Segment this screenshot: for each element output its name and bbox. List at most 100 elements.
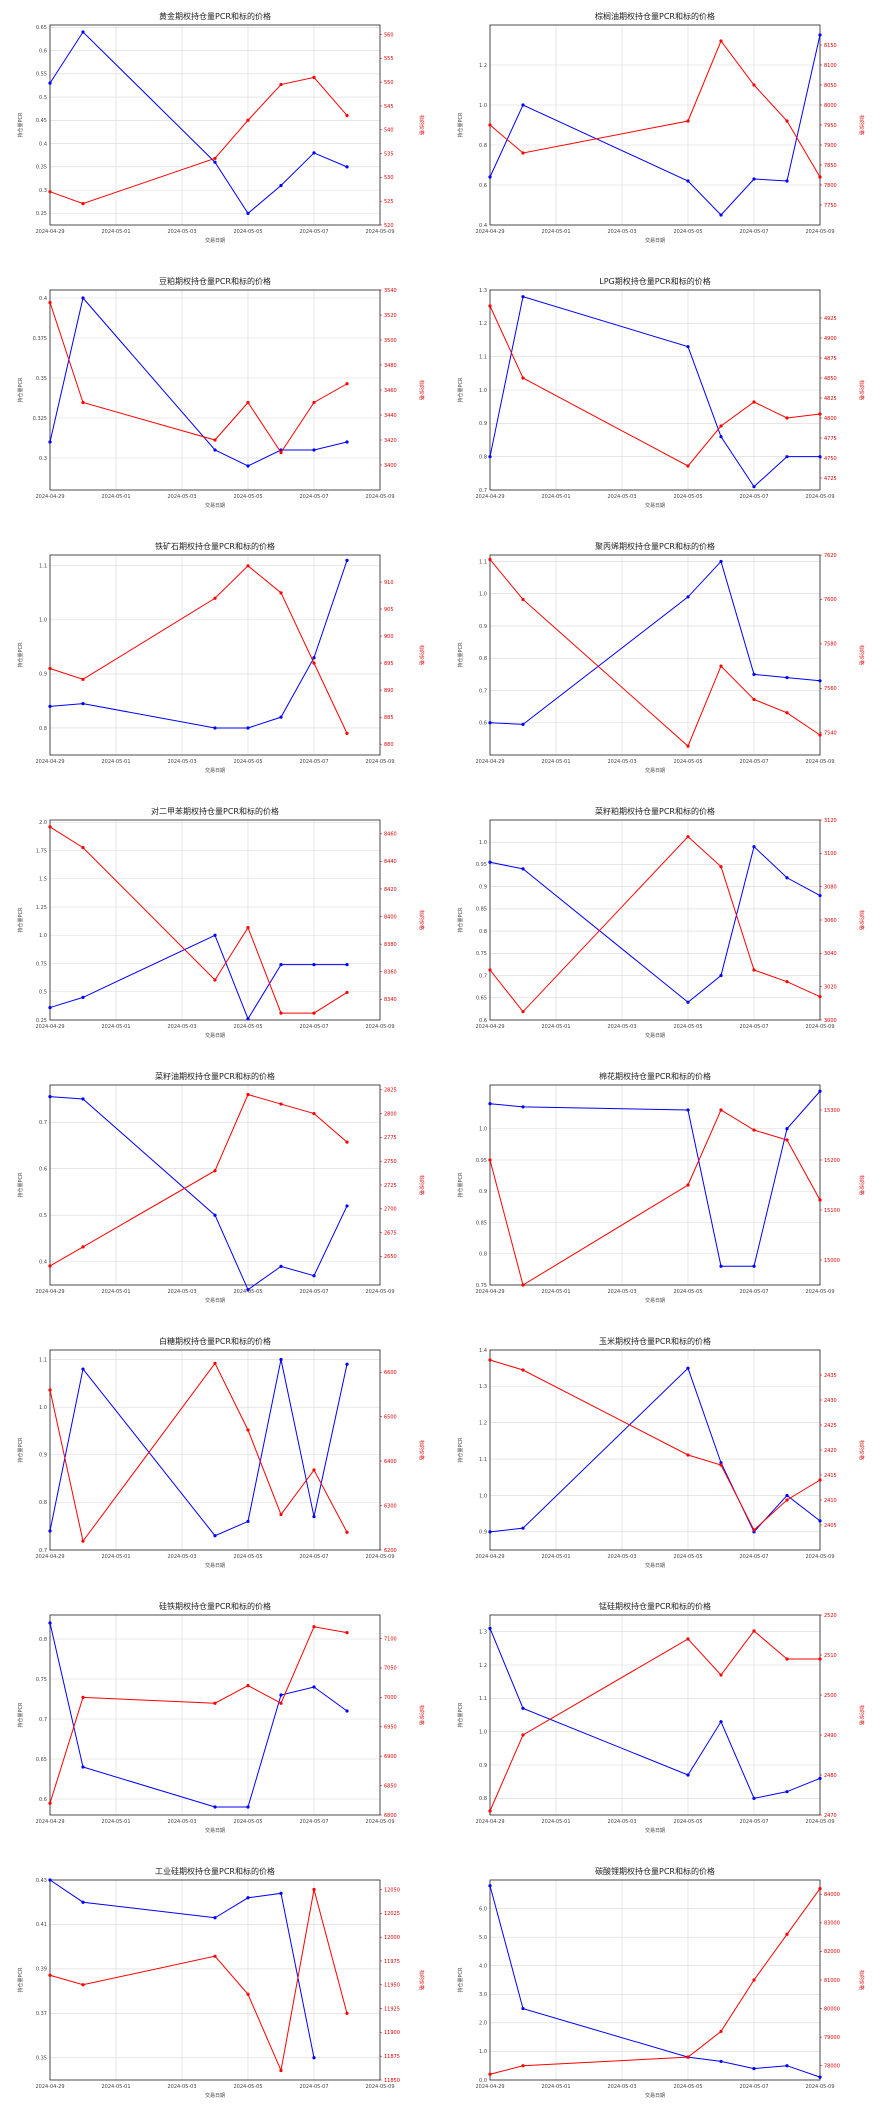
x-tick-label: 2024-05-01 <box>101 1289 130 1295</box>
x-tick-label: 2024-05-09 <box>805 229 834 235</box>
price-line <box>49 565 348 734</box>
chart-svg: 2024-04-29 2024-05-01 2024-05-03 2024-05-05… <box>457 1071 865 1304</box>
y2-tick-label: 2825 <box>384 1088 397 1094</box>
y2-tick-label: 3060 <box>824 918 837 924</box>
y-tick-label: 0.6 <box>479 183 487 189</box>
price-point <box>81 1539 85 1543</box>
y-tick-label: 1.0 <box>479 2049 487 2055</box>
pcr-point <box>213 1916 217 1920</box>
x-tick-label: 2024-04-29 <box>35 494 64 500</box>
y-tick-label: 0.55 <box>36 72 47 78</box>
y2-tick-label: 3480 <box>384 363 397 369</box>
y-tick-label: 0.325 <box>33 416 47 422</box>
x-tick-label: 2024-04-29 <box>475 229 504 235</box>
y2-tick-label: 2415 <box>824 1473 837 1479</box>
pcr-point <box>818 1519 822 1523</box>
y-axis-label: 持仓量PCR <box>457 907 464 933</box>
price-point <box>521 1733 525 1737</box>
y2-tick-label: 7100 <box>384 1636 397 1642</box>
x-tick-label: 2024-04-29 <box>475 1819 504 1825</box>
y2-tick-label: 11875 <box>384 2054 400 2060</box>
y2-tick-label: 2480 <box>824 1773 837 1779</box>
pcr-point <box>312 963 316 967</box>
chart-panel: 2024-04-29 2024-05-01 2024-05-03 2024-05-05… <box>450 535 880 785</box>
price-point <box>213 1361 217 1365</box>
pcr-point <box>312 1274 316 1278</box>
chart-title: 菜籽油期权持仓量PCR和标的价格 <box>155 1071 275 1081</box>
plot-frame <box>489 289 821 491</box>
price-point <box>785 119 789 123</box>
price-point <box>719 1108 723 1112</box>
price-line <box>489 305 821 467</box>
y2-tick-label: 7600 <box>824 597 837 603</box>
x-axis-label: 交易日期 <box>645 1297 665 1304</box>
y2-axis-label: 标的价格 <box>418 1705 425 1725</box>
y2-tick-label: 8340 <box>384 997 397 1003</box>
y2-axis-label: 标的价格 <box>858 645 865 665</box>
y2-axis-label: 标的价格 <box>418 910 425 930</box>
x-tick-label: 2024-04-29 <box>475 1289 504 1295</box>
pcr-point <box>345 558 349 563</box>
y-tick-label: 1.1 <box>39 564 47 570</box>
pcr-point <box>213 1805 217 1809</box>
y-tick-label: 0.85 <box>476 907 487 913</box>
chart-svg: 2024-04-29 2024-05-01 2024-05-03 2024-05-05… <box>457 276 865 509</box>
y-tick-label: 2.0 <box>39 820 47 826</box>
pcr-point <box>719 435 723 439</box>
y2-tick-label: 11925 <box>384 2006 400 2012</box>
y2-tick-label: 2510 <box>824 1653 837 1659</box>
x-tick-label: 2024-05-07 <box>299 2084 328 2090</box>
price-point <box>81 677 85 681</box>
price-point <box>213 1169 217 1173</box>
y2-tick-label: 12050 <box>384 1887 400 1893</box>
price-point <box>48 666 52 671</box>
pcr-point <box>488 1102 492 1106</box>
chart-panel: 2024-04-29 2024-05-01 2024-05-03 2024-05-05… <box>10 1595 440 1845</box>
pcr-point <box>785 1790 789 1794</box>
pcr-point <box>785 876 789 880</box>
x-tick-label: 2024-05-01 <box>101 1554 130 1560</box>
y-tick-label: 0.39 <box>36 1967 47 1973</box>
pcr-point <box>48 704 52 708</box>
pcr-point <box>312 2056 316 2060</box>
price-line <box>489 1888 821 2075</box>
y-tick-label: 2.0 <box>479 2021 487 2027</box>
y2-tick-label: 11900 <box>384 2030 400 2036</box>
plot-frame <box>489 1349 821 1551</box>
chart-title: 棉花期权持仓量PCR和标的价格 <box>599 1071 711 1081</box>
price-point <box>81 201 85 206</box>
y-tick-label: 1.0 <box>39 933 47 939</box>
price-point <box>752 697 756 702</box>
pcr-point <box>521 1526 525 1530</box>
price-point <box>686 744 690 748</box>
price-point <box>279 1011 283 1015</box>
y-tick-label: 0.35 <box>36 2056 47 2062</box>
chart-panel: 2024-04-29 2024-05-01 2024-05-03 2024-05-05… <box>450 5 880 255</box>
price-line <box>49 1626 348 1804</box>
y2-tick-label: 7800 <box>824 183 837 189</box>
x-tick-label: 2024-05-01 <box>541 229 570 235</box>
y2-tick-label: 4900 <box>824 336 837 342</box>
price-point <box>246 1092 250 1097</box>
pcr-point <box>719 1461 723 1465</box>
y-tick-label: 0.8 <box>479 454 487 460</box>
price-point <box>521 1283 525 1287</box>
y2-tick-label: 6400 <box>384 1459 397 1465</box>
chart-panel: 2024-04-29 2024-05-01 2024-05-03 2024-05-05… <box>10 800 440 1050</box>
chart-title: 玉米期权持仓量PCR和标的价格 <box>599 1336 711 1346</box>
price-point <box>785 1932 789 1936</box>
y-axis-label: 持仓量PCR <box>17 377 24 403</box>
pcr-point <box>345 1709 349 1713</box>
price-point <box>246 1992 250 1996</box>
price-line <box>489 559 821 747</box>
pcr-point <box>521 867 525 871</box>
y-tick-label: 0.8 <box>39 1500 47 1506</box>
x-tick-label: 2024-05-09 <box>365 2084 394 2090</box>
y2-tick-label: 3040 <box>824 951 837 957</box>
x-axis-label: 交易日期 <box>645 237 665 244</box>
x-axis-label: 交易日期 <box>645 1562 665 1569</box>
y-tick-label: 0.95 <box>476 1158 487 1164</box>
y-tick-label: 0.75 <box>476 1283 487 1289</box>
chart-svg: 2024-04-29 2024-05-01 2024-05-03 2024-05-05… <box>17 1071 425 1304</box>
pcr-point <box>818 893 822 898</box>
